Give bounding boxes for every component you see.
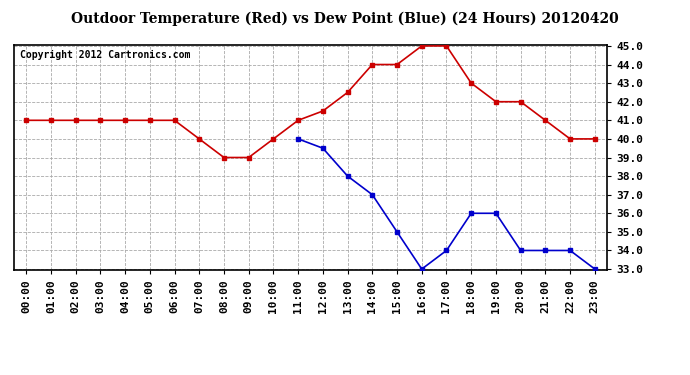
Text: Outdoor Temperature (Red) vs Dew Point (Blue) (24 Hours) 20120420: Outdoor Temperature (Red) vs Dew Point (…: [71, 11, 619, 26]
Text: Copyright 2012 Cartronics.com: Copyright 2012 Cartronics.com: [20, 50, 190, 60]
